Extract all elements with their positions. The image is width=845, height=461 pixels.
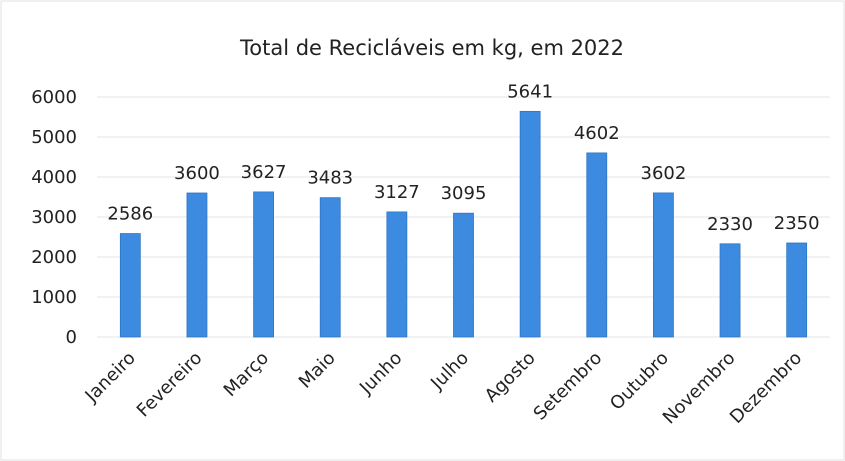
y-tick-label: 2000 bbox=[31, 247, 77, 268]
y-tick-label: 0 bbox=[66, 327, 77, 348]
data-label: 2350 bbox=[774, 213, 820, 234]
bar bbox=[719, 243, 741, 338]
y-tick-label: 5000 bbox=[31, 127, 77, 148]
bar bbox=[586, 152, 608, 338]
data-label: 3127 bbox=[374, 182, 420, 203]
data-label: 5641 bbox=[507, 81, 553, 102]
data-label: 4602 bbox=[574, 123, 620, 144]
y-tick-label: 4000 bbox=[31, 167, 77, 188]
bar bbox=[186, 192, 208, 338]
bar bbox=[119, 233, 141, 338]
data-label: 3600 bbox=[174, 163, 220, 184]
data-label: 2586 bbox=[107, 204, 153, 225]
bar bbox=[253, 191, 274, 338]
y-tick-label: 3000 bbox=[31, 207, 77, 228]
y-tick-label: 6000 bbox=[31, 87, 77, 108]
y-tick-label: 1000 bbox=[31, 287, 77, 308]
data-label: 3602 bbox=[641, 163, 687, 184]
bar bbox=[653, 192, 674, 338]
bar bbox=[519, 110, 541, 338]
data-label: 3627 bbox=[241, 162, 287, 183]
bar bbox=[786, 242, 808, 338]
bar bbox=[319, 197, 341, 338]
data-label: 3483 bbox=[307, 168, 353, 189]
data-label: 3095 bbox=[441, 183, 487, 204]
bar bbox=[453, 212, 474, 338]
bar bbox=[386, 211, 408, 338]
chart-title: Total de Recicláveis em kg, em 2022 bbox=[239, 36, 624, 60]
data-label: 2330 bbox=[707, 214, 753, 235]
